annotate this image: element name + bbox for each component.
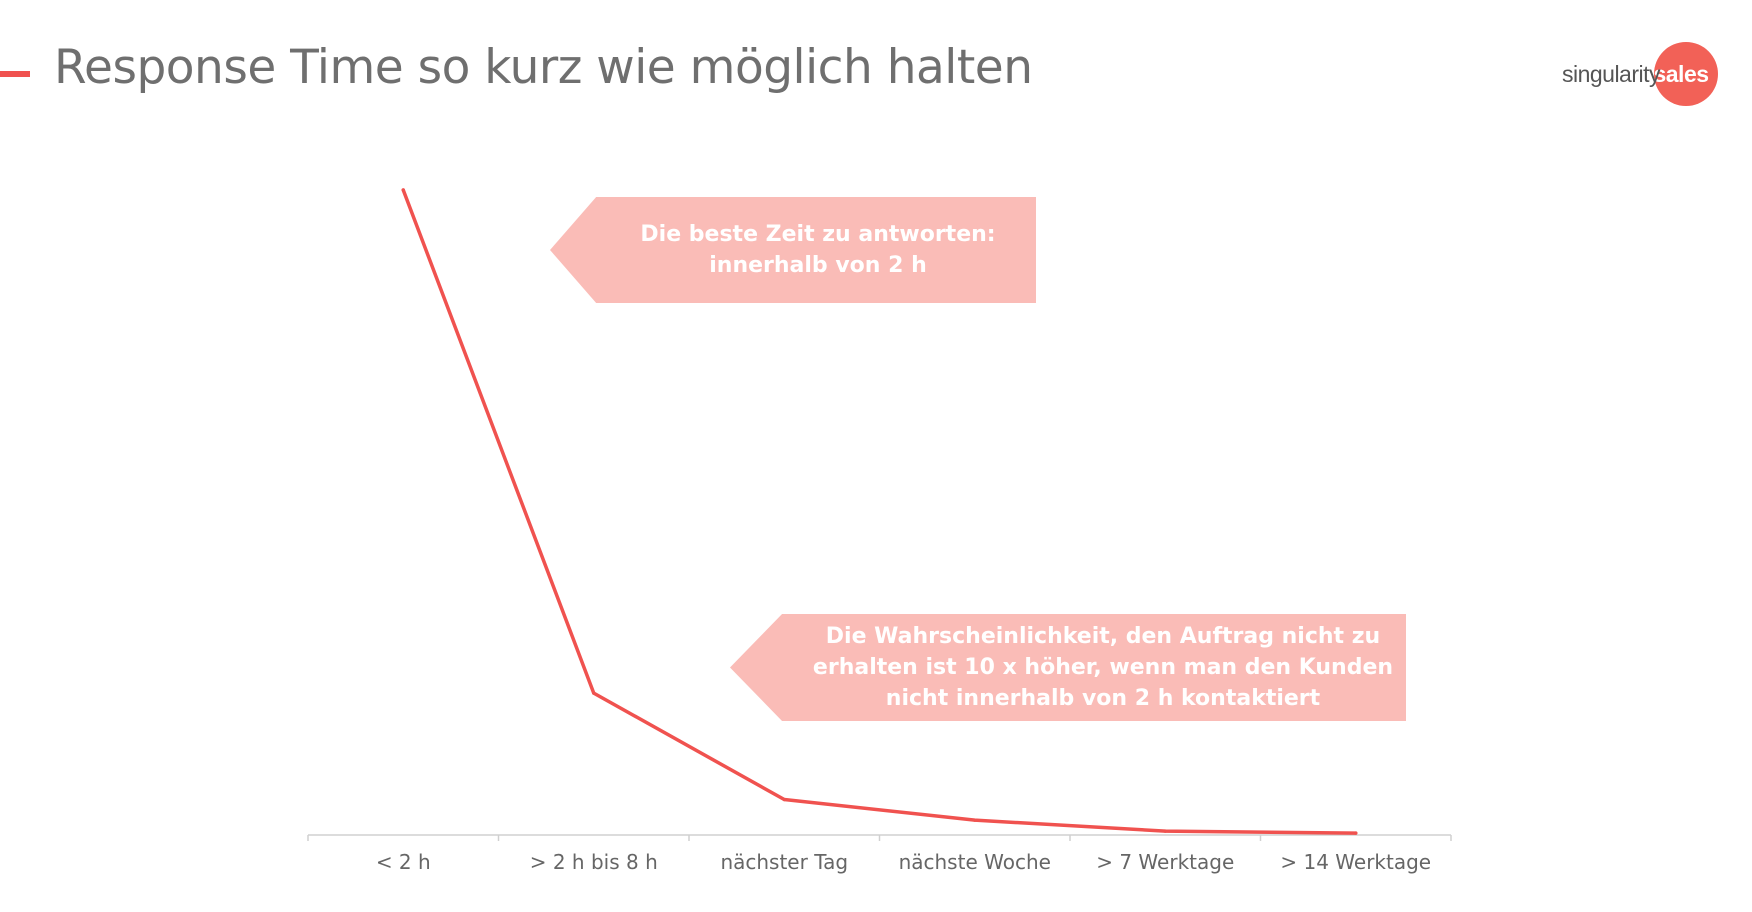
x-tick-label: nächster Tag	[720, 850, 848, 874]
callout-probability-line-2: erhalten ist 10 x höher, wenn man den Ku…	[812, 655, 1394, 680]
brand-logo: singularity sales	[1562, 42, 1718, 106]
logo-text: singularity	[1561, 60, 1661, 87]
title-accent-dash	[0, 71, 30, 77]
data-point	[782, 797, 786, 802]
x-tick-label: < 2 h	[376, 850, 431, 874]
logo-accent-text: sales	[1653, 60, 1709, 87]
logo-circle: sales	[1653, 42, 1718, 106]
data-point	[1163, 829, 1167, 833]
data-point	[592, 691, 596, 695]
x-tick-label: nächste Woche	[899, 850, 1051, 874]
callout-best-time-line-2: innerhalb von 2 h	[709, 253, 927, 278]
x-tick-label: > 7 Werktage	[1096, 850, 1234, 874]
x-tick-label: > 14 Werktage	[1280, 850, 1431, 874]
data-point	[401, 188, 405, 192]
page-title: Response Time so kurz wie möglich halten	[54, 40, 1033, 95]
callout-probability: Die Wahrscheinlichkeit, den Auftrag nich…	[730, 614, 1406, 721]
data-point	[1354, 831, 1358, 835]
callout-probability-line-1: Die Wahrscheinlichkeit, den Auftrag nich…	[825, 624, 1381, 649]
callout-best-time: Die beste Zeit zu antworten: innerhalb v…	[550, 197, 1036, 303]
series-line	[401, 188, 1358, 835]
callout-best-time-line-1: Die beste Zeit zu antworten:	[640, 222, 996, 247]
callout-probability-line-3: nicht innerhalb von 2 h kontaktiert	[885, 686, 1321, 711]
data-point	[973, 818, 977, 822]
x-tick-label: > 2 h bis 8 h	[530, 850, 658, 874]
